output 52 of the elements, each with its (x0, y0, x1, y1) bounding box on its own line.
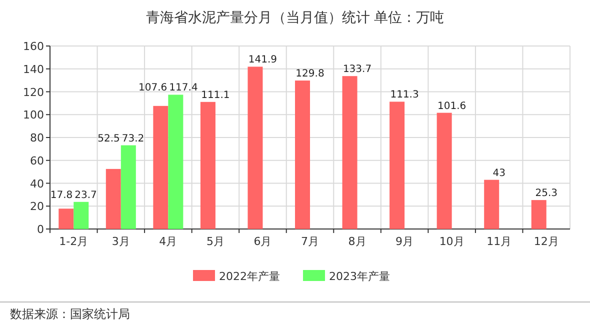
x-tick-label: 4月 (159, 235, 178, 248)
bar (342, 76, 358, 229)
source-note: 数据来源：国家统计局 (10, 307, 130, 321)
bar (295, 80, 310, 229)
data-label: 111.3 (390, 90, 419, 101)
y-tick-label: 80 (30, 132, 44, 144)
data-label: 111.1 (201, 90, 230, 101)
y-tick-label: 40 (30, 177, 44, 190)
bar (168, 94, 184, 229)
chart-title: 青海省水泥产量分月（当月值）统计 单位：万吨 (146, 10, 444, 26)
data-label: 17.8 (50, 190, 73, 201)
data-label: 52.5 (98, 133, 120, 144)
bar (531, 200, 546, 229)
data-label: 107.6 (138, 82, 168, 94)
bar (58, 208, 74, 229)
x-tick-label: 9月 (396, 235, 414, 248)
y-tick-label: 160 (23, 40, 44, 53)
bar (120, 145, 136, 229)
bar (153, 106, 168, 229)
data-label: 133.7 (342, 64, 372, 76)
bar (390, 102, 405, 229)
data-label: 141.9 (248, 54, 278, 66)
x-tick-label: 6月 (254, 235, 272, 248)
y-tick-label: 20 (30, 200, 44, 214)
data-label: 23.7 (74, 190, 97, 201)
legend-label: 2022年产量 (219, 270, 280, 283)
x-tick-label: 10月 (439, 235, 464, 248)
data-label: 25.3 (535, 188, 558, 200)
data-label: 129.8 (296, 68, 324, 80)
data-label: 117.4 (169, 82, 198, 94)
x-tick-label: 11月 (486, 235, 512, 248)
bar (484, 180, 500, 229)
y-tick-label: 120 (23, 86, 44, 99)
y-tick-label: 140 (23, 62, 44, 76)
x-tick-label: 12月 (534, 235, 559, 248)
bar (436, 112, 452, 229)
data-label: 43 (492, 168, 506, 179)
bar (106, 168, 121, 229)
y-tick-label: 0 (37, 223, 44, 236)
x-tick-label: 7月 (301, 235, 319, 248)
y-tick-label: 100 (23, 108, 44, 122)
legend-label: 2023年产量 (329, 270, 390, 283)
x-tick-label: 3月 (112, 235, 130, 248)
data-label: 73.2 (122, 133, 144, 144)
x-tick-label: 8月 (348, 235, 366, 248)
bar (200, 102, 216, 229)
x-tick-label: 5月 (206, 235, 224, 248)
x-tick-label: 1-2月 (59, 235, 88, 248)
data-label: 101.6 (438, 100, 466, 112)
y-tick-label: 60 (30, 154, 44, 168)
bar (74, 202, 89, 229)
bar (248, 66, 263, 229)
